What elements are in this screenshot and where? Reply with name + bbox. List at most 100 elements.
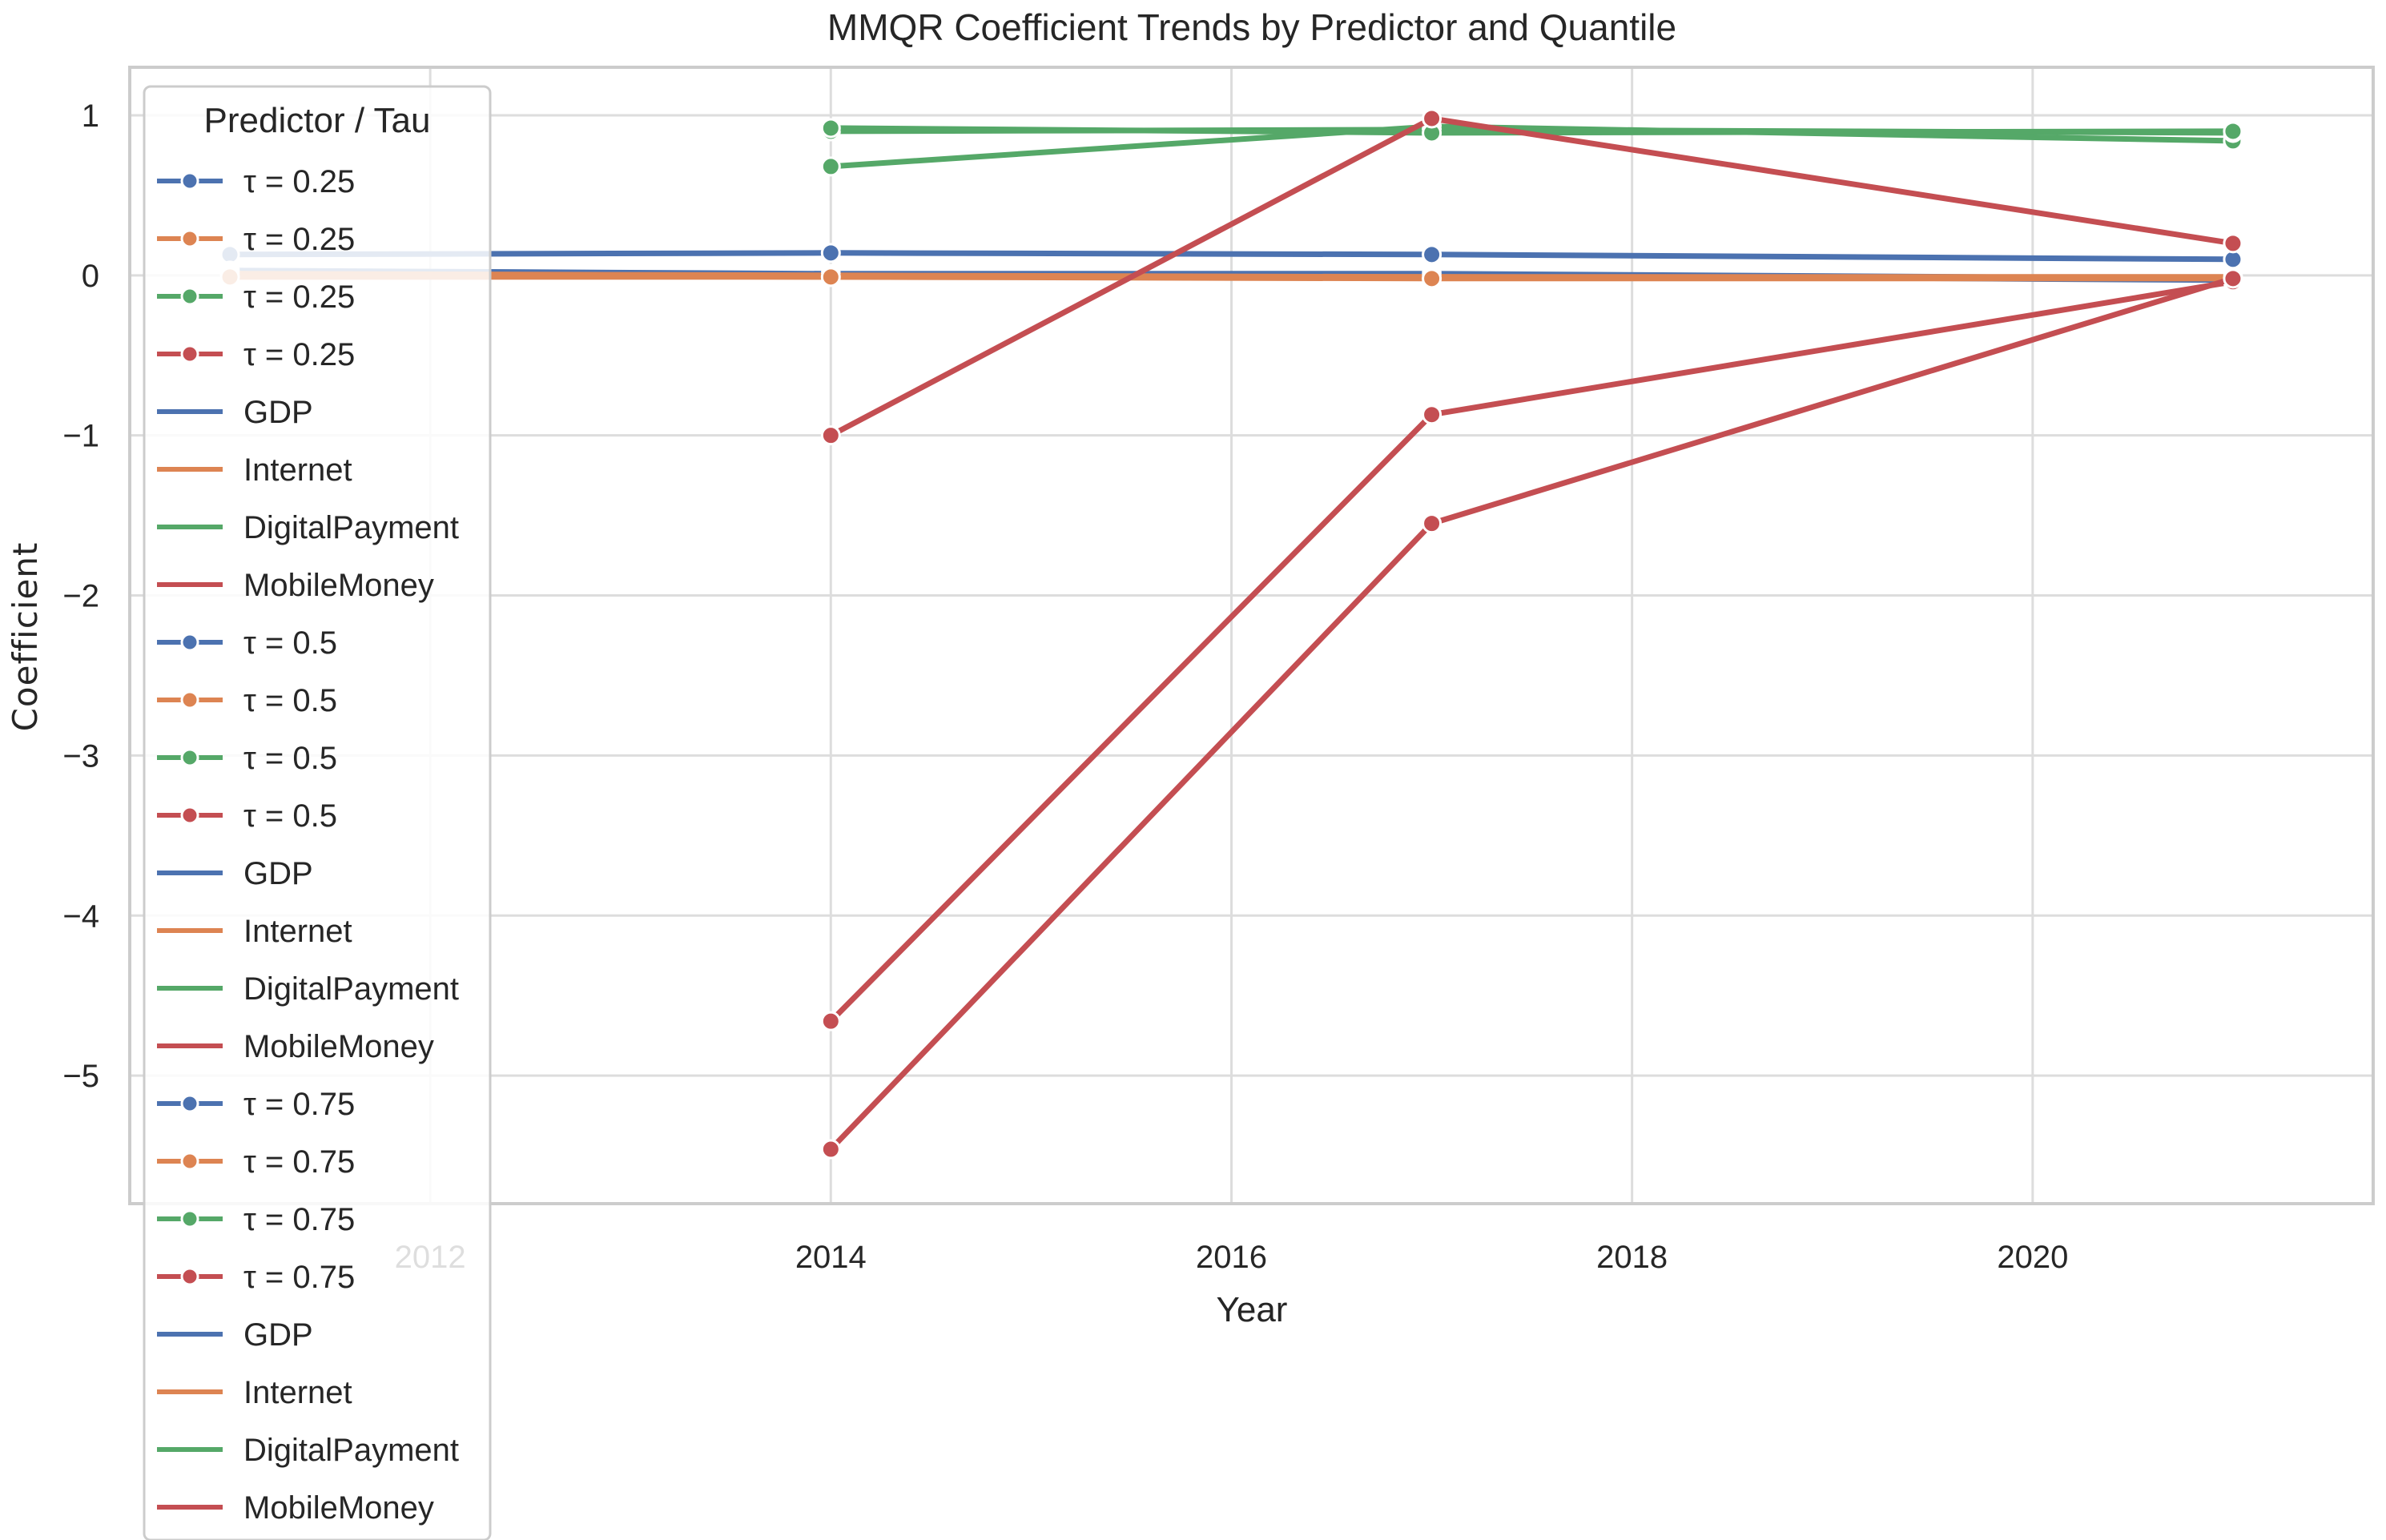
- series-line: [820, 268, 2243, 1160]
- legend-label: GDP: [243, 856, 313, 891]
- plot-frame: [128, 66, 2375, 1205]
- legend-marker: [180, 748, 199, 767]
- legend-item: τ = 0.25: [157, 164, 355, 199]
- x-axis-label: Year: [1217, 1290, 1288, 1329]
- legend-item: Internet: [157, 914, 352, 949]
- legend-label: DigitalPayment: [243, 971, 459, 1007]
- legend-marker: [180, 1209, 199, 1228]
- legend-label: DigitalPayment: [243, 510, 459, 545]
- data-point: [820, 1139, 841, 1160]
- data-point: [2223, 233, 2243, 254]
- x-tick-label: 2014: [795, 1240, 867, 1275]
- legend: Predictor / Tau τ = 0.25τ = 0.25τ = 0.25…: [143, 85, 492, 1540]
- legend-item: τ = 0.25: [157, 279, 355, 315]
- legend-marker: [180, 171, 199, 191]
- series-line: [820, 118, 2243, 143]
- legend-item: τ = 0.75: [157, 1144, 355, 1180]
- data-point: [820, 267, 841, 287]
- data-point: [2223, 121, 2243, 142]
- legend-label: τ = 0.75: [243, 1087, 355, 1122]
- legend-label: Internet: [243, 1375, 352, 1410]
- legend-label: MobileMoney: [243, 1490, 434, 1526]
- legend-label: τ = 0.5: [243, 625, 337, 661]
- series-path: [227, 250, 2236, 263]
- series-layer: [219, 108, 2243, 1160]
- legend-item: τ = 0.5: [157, 683, 337, 718]
- legend-marker: [180, 344, 199, 364]
- data-point: [820, 243, 841, 263]
- x-tick-label: 2016: [1196, 1240, 1267, 1275]
- legend-label: GDP: [243, 1317, 313, 1353]
- legend-marker: [180, 229, 199, 248]
- legend-label: MobileMoney: [243, 1029, 434, 1064]
- data-point: [820, 118, 841, 139]
- legend-marker: [180, 1152, 199, 1171]
- legend-item: GDP: [157, 856, 313, 891]
- legend-label: τ = 0.5: [243, 741, 337, 776]
- x-tick-label: 2018: [1596, 1240, 1668, 1275]
- legend-item: MobileMoney: [157, 1490, 434, 1526]
- y-tick-label: −3: [62, 738, 99, 774]
- data-point: [1422, 268, 1442, 289]
- legend-marker: [180, 1094, 199, 1113]
- legend-item: GDP: [157, 1317, 313, 1353]
- x-tick-label: 2020: [1997, 1240, 2068, 1275]
- legend-label: τ = 0.25: [243, 222, 355, 257]
- data-point: [1422, 513, 1442, 534]
- legend-marker: [180, 633, 199, 652]
- legend-item: GDP: [157, 395, 313, 430]
- legend-marker: [180, 287, 199, 306]
- legend-label: τ = 0.5: [243, 683, 337, 718]
- legend-item: DigitalPayment: [157, 971, 459, 1007]
- y-ticks: 1 0 −1 −2 −3 −4 −5: [62, 99, 99, 1094]
- chart-title: MMQR Coefficient Trends by Predictor and…: [827, 6, 1676, 48]
- legend-label: τ = 0.25: [243, 337, 355, 372]
- legend-label: GDP: [243, 395, 313, 430]
- data-point: [820, 1011, 841, 1031]
- legend-marker: [180, 1267, 199, 1286]
- legend-label: DigitalPayment: [243, 1433, 459, 1468]
- y-tick-label: −1: [62, 419, 99, 454]
- data-point: [1422, 244, 1442, 265]
- y-tick-label: −5: [62, 1059, 99, 1094]
- legend-label: τ = 0.25: [243, 279, 355, 315]
- legend-item: MobileMoney: [157, 1029, 434, 1064]
- series-line: [820, 108, 2243, 446]
- data-point: [820, 425, 841, 446]
- y-axis-label: Coefficient: [6, 542, 45, 732]
- legend-item: DigitalPayment: [157, 510, 459, 545]
- legend-label: τ = 0.75: [243, 1144, 355, 1180]
- legend-item: τ = 0.25: [157, 337, 355, 372]
- legend-label: Internet: [243, 452, 352, 488]
- legend-marker: [180, 690, 199, 710]
- legend-title: Predictor / Tau: [204, 101, 431, 140]
- legend-item: τ = 0.25: [157, 222, 355, 257]
- legend-label: τ = 0.75: [243, 1202, 355, 1237]
- legend-item: DigitalPayment: [157, 1433, 459, 1468]
- legend-item: τ = 0.5: [157, 741, 337, 776]
- legend-label: τ = 0.5: [243, 798, 337, 834]
- legend-entries: τ = 0.25 τ = 0.25 τ = 0.25 τ = 0.25 GDP Inter…: [157, 164, 459, 1526]
- y-tick-label: −2: [62, 579, 99, 614]
- legend-item: τ = 0.75: [157, 1260, 355, 1295]
- legend-item: τ = 0.75: [157, 1202, 355, 1237]
- legend-item: τ = 0.75: [157, 1087, 355, 1122]
- legend-box: [143, 85, 492, 1540]
- data-point: [2223, 268, 2243, 289]
- legend-item: τ = 0.5: [157, 625, 337, 661]
- data-point: [1422, 108, 1442, 129]
- legend-marker: [180, 806, 199, 825]
- data-point: [820, 156, 841, 177]
- legend-label: MobileMoney: [243, 568, 434, 603]
- data-point: [1422, 404, 1442, 425]
- y-tick-label: 1: [82, 99, 99, 134]
- y-tick-label: 0: [82, 259, 99, 294]
- legend-label: Internet: [243, 914, 352, 949]
- y-tick-label: −4: [62, 899, 99, 934]
- legend-label: τ = 0.25: [243, 164, 355, 199]
- legend-item: τ = 0.5: [157, 798, 337, 834]
- legend-label: τ = 0.75: [243, 1260, 355, 1295]
- legend-item: MobileMoney: [157, 568, 434, 603]
- legend-item: Internet: [157, 452, 352, 488]
